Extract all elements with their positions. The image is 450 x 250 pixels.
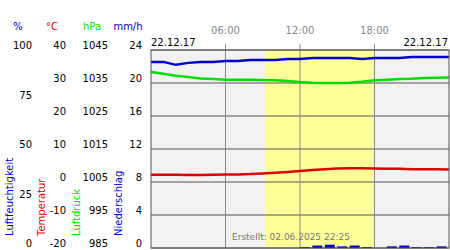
axis-label: Temperatur <box>36 178 47 237</box>
line <box>151 72 449 83</box>
x-tick-label: 06:00 <box>211 25 240 36</box>
y-tick-label: 50 <box>19 139 32 150</box>
x-grid-line <box>300 44 301 248</box>
y-tick-label: 0 <box>26 238 32 249</box>
axis-label: Niederschlag <box>113 171 124 236</box>
annotation: Erstellt: 02.06.2025 22:25 <box>232 232 350 242</box>
y-tick-label: 4 <box>136 205 142 216</box>
y-tick-label: 24 <box>129 40 142 51</box>
y-tick-label: 12 <box>129 139 142 150</box>
plot-frame <box>151 50 449 248</box>
y-tick-label: -20 <box>50 238 66 249</box>
y-tick-label: 1045 <box>83 40 108 51</box>
date-end: 22.12.17 <box>403 37 448 48</box>
y-tick-label: 0 <box>60 172 66 183</box>
y-tick-label: 100 <box>13 40 32 51</box>
y-tick-label: 30 <box>53 73 66 84</box>
data-group <box>151 57 449 248</box>
y-tick-label: 1015 <box>83 139 108 150</box>
y-tick-label: 1005 <box>83 172 108 183</box>
y-tick-label: 0 <box>136 238 142 249</box>
y-tick-label: 1035 <box>83 73 108 84</box>
y-tick-label: 20 <box>129 73 142 84</box>
y-tick-label: 20 <box>53 106 66 117</box>
axis-label: Luftfeuchtigkeit <box>4 158 15 236</box>
line <box>151 57 449 65</box>
y-tick-label: 25 <box>19 189 32 200</box>
axis-unit: hPa <box>83 21 101 32</box>
x-tick-label: 12:00 <box>286 25 315 36</box>
date-start: 22.12.17 <box>151 37 196 48</box>
chart: 06:00 12:00 18:00 22.12.17 22.12.17% 0 25 50 75 1… <box>0 0 450 250</box>
y-tick-label: 10 <box>53 139 66 150</box>
y-tick-label: 8 <box>136 172 142 183</box>
axis-unit: °C <box>46 21 58 32</box>
y-tick-label: -10 <box>50 205 66 216</box>
line <box>151 168 449 175</box>
axis-unit: mm/h <box>113 21 142 32</box>
x-grid-line <box>374 44 375 248</box>
y-tick-label: 1025 <box>83 106 108 117</box>
y-tick-label: 40 <box>53 40 66 51</box>
y-tick-label: 995 <box>89 205 108 216</box>
x-grid-line <box>225 44 226 248</box>
x-tick-label: 18:00 <box>360 25 389 36</box>
y-tick-label: 16 <box>129 106 142 117</box>
axis-label: Luftdruck <box>71 189 82 236</box>
axis-unit: % <box>13 21 23 32</box>
y-tick-label: 75 <box>19 90 32 101</box>
y-tick-label: 985 <box>89 238 108 249</box>
